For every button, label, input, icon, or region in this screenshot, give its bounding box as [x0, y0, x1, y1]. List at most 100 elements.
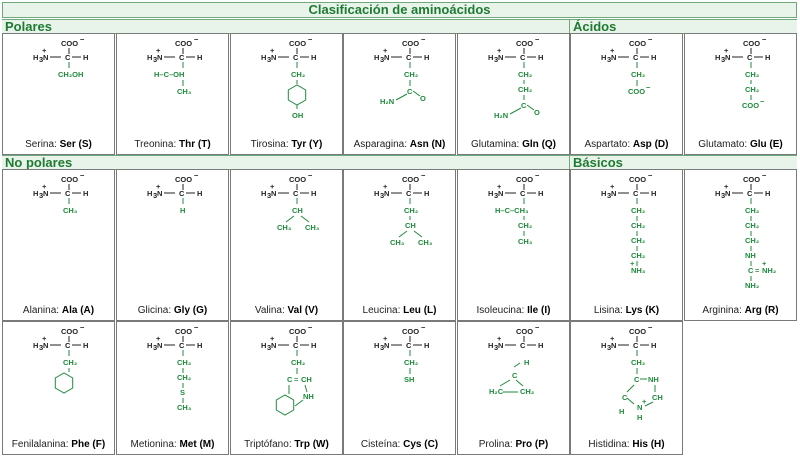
carboxylate-label: COO: [743, 39, 760, 48]
carboxylate-label: COO: [175, 39, 192, 48]
amine-n-label: N: [157, 53, 162, 62]
alpha-carbon-label: C: [633, 189, 639, 198]
amine-h-label: H: [374, 189, 379, 198]
atom-label: H₂C: [489, 387, 504, 396]
atom-label: CH₂: [631, 70, 645, 79]
amino-acid-name: Leucina: [362, 305, 398, 316]
alpha-carbon-label: C: [406, 53, 412, 62]
charge-plus: +: [383, 334, 388, 343]
atom-label: CH₂: [745, 221, 759, 230]
atom-label: H: [637, 413, 642, 422]
amino-acid-name: Alanina: [22, 305, 57, 316]
charge-minus: −: [194, 171, 199, 180]
charge-plus: +: [497, 334, 502, 343]
atom-label: CH₂: [745, 236, 759, 245]
amino-acid-abbr: Asp: [632, 139, 652, 150]
charge-minus: −: [535, 171, 540, 180]
amine-n-label: N: [498, 53, 503, 62]
carboxylate-label: COO: [289, 39, 306, 48]
charge-plus: +: [42, 334, 47, 343]
atom-label: CH₃: [518, 237, 533, 246]
charge-plus: +: [42, 182, 47, 191]
amine-h-label: H: [374, 53, 379, 62]
amino-acid-name: Glutamato: [698, 139, 745, 150]
amine-h-label: H: [261, 341, 266, 350]
amino-acid-code: (V): [304, 305, 319, 316]
atom-label: CH₂: [631, 251, 645, 260]
amino-acid-cell-thr: COO − H 3 N + C H H–C–OH CH₃ Treonina: Thr (T): [116, 33, 229, 155]
atom-label: H: [524, 358, 529, 367]
subscript-3: 3: [267, 191, 271, 200]
atom-label: S: [180, 388, 185, 397]
atom-label: N: [637, 403, 642, 412]
amino-acid-cell-tyr: COO − H 3 N + C H CH₂ OH Tirosina: Tyr (Y): [230, 33, 343, 155]
alpha-h-label: H: [538, 341, 543, 350]
amino-acid-caption: Aspartato: Asp (D): [571, 139, 682, 150]
bond-line: [300, 215, 310, 223]
amino-acid-caption: Serina: Ser (S): [3, 139, 114, 150]
alpha-carbon-label: C: [747, 53, 753, 62]
caption-separator: :: [627, 139, 633, 150]
charge-plus: +: [383, 46, 388, 55]
amino-acid-code: (I): [541, 305, 551, 316]
group-header-acidos: Ácidos: [569, 19, 797, 34]
alpha-carbon-label: C: [293, 341, 299, 350]
amino-acid-cell-val: COO − H 3 N + C H CH CH₃ CH₃ Valina: Val (V): [230, 169, 343, 321]
amino-acid-cell-ile: COO − H 3 N + C H H–C–CH₃ CH₂ CH₃ Isoleucina: Ile (…: [457, 169, 570, 321]
amine-n-label: N: [157, 189, 162, 198]
amino-acid-code: (H): [650, 439, 665, 450]
page-title: Clasificación de aminoácidos: [2, 2, 797, 18]
amine-n-label: N: [384, 53, 389, 62]
amino-acid-cell-asn: COO − H 3 N + C H CH₂ C O H₂N Asparagina: Asn (N): [343, 33, 456, 155]
alpha-carbon-label: C: [633, 341, 639, 350]
amino-acid-cell-cys: COO − H 3 N + C H CH₂ SH Cisteína: Cys (C): [343, 321, 456, 455]
atom-label: CH₃: [277, 223, 292, 232]
amino-acid-abbr: Gln: [522, 139, 539, 150]
alpha-carbon-label: C: [406, 189, 412, 198]
alpha-h-label: H: [651, 341, 656, 350]
atom-label: +: [642, 397, 647, 406]
subscript-3: 3: [153, 343, 157, 352]
amine-n-label: N: [271, 341, 276, 350]
amino-acid-abbr: Ser: [59, 139, 76, 150]
charge-plus: +: [270, 46, 275, 55]
subscript-3: 3: [153, 191, 157, 200]
carboxylate-label: COO: [629, 327, 646, 336]
atom-label: O: [420, 94, 426, 103]
amino-acid-abbr: Glu: [749, 139, 767, 150]
atom-label: CH₂: [631, 358, 645, 367]
amino-acid-caption: Cisteína: Cys (C): [344, 439, 455, 450]
carboxylate-label: COO: [402, 175, 419, 184]
subscript-3: 3: [494, 343, 498, 352]
alpha-carbon-label: C: [520, 53, 526, 62]
amino-acid-name: Tirosina: [250, 139, 286, 150]
subscript-3: 3: [721, 55, 725, 64]
amino-acid-code: (G): [192, 305, 208, 316]
amine-h-label: H: [601, 53, 606, 62]
charge-minus: −: [80, 171, 85, 180]
atom-label: =: [755, 266, 760, 275]
amine-n-label: N: [384, 189, 389, 198]
carboxylate-label: COO: [61, 175, 78, 184]
amino-acid-name: Glutamina: [470, 139, 517, 150]
amino-acid-code: (P): [534, 439, 549, 450]
amino-acid-cell-asp: COO − H 3 N + C H CH₂ COO − Aspartato: Asp (D): [570, 33, 683, 155]
atom-label: CH: [292, 206, 303, 215]
amine-h-label: H: [715, 53, 720, 62]
caption-separator: :: [516, 139, 523, 150]
atom-label: H: [619, 407, 624, 416]
amino-acid-cell-ala: COO − H 3 N + C H CH₃ Alanina: Ala (A): [2, 169, 115, 321]
amino-acid-abbr: Phe: [71, 439, 90, 450]
carboxylate-label: COO: [629, 39, 646, 48]
alpha-h-label: H: [311, 189, 316, 198]
atom-label: CH₂: [518, 85, 532, 94]
amino-acid-cell-his: COO − H 3 N + C H CH₂ C NH C CH N + H H Histidina: His (H…: [570, 321, 683, 455]
amino-acid-name: Valina: [254, 305, 282, 316]
bond-line: [626, 384, 635, 393]
subscript-3: 3: [494, 55, 498, 64]
amino-acid-code: (W): [312, 439, 329, 450]
bond-line: [412, 90, 421, 97]
